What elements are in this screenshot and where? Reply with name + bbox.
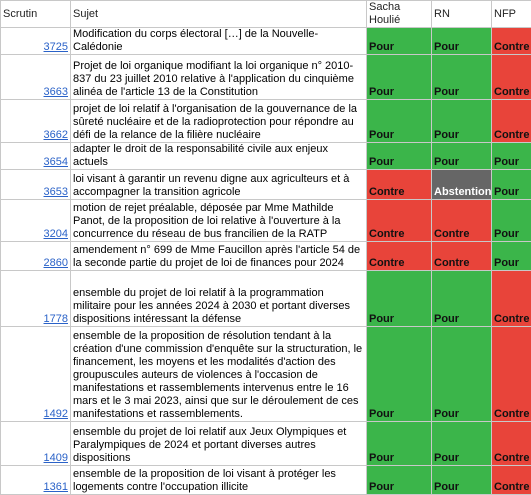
- vote-cell: Pour: [367, 271, 432, 327]
- vote-cell: Pour: [367, 143, 432, 170]
- scrutin-link[interactable]: 3663: [44, 86, 68, 98]
- vote-cell: Pour: [432, 422, 492, 466]
- scrutin-link[interactable]: 1361: [44, 481, 68, 493]
- vote-cell: Pour: [367, 422, 432, 466]
- column-header: Sujet: [71, 1, 367, 28]
- scrutin-cell: 1492: [1, 327, 71, 422]
- vote-cell: Contre: [367, 242, 432, 271]
- vote-cell: Contre: [492, 271, 531, 327]
- subject-cell: ensemble de la proposition de résolution…: [71, 327, 367, 422]
- subject-cell: Projet de loi organique modifiant la loi…: [71, 55, 367, 100]
- scrutin-link[interactable]: 1778: [44, 313, 68, 325]
- scrutin-cell: 1778: [1, 271, 71, 327]
- vote-cell: Contre: [492, 466, 531, 495]
- vote-cell: Abstention: [432, 170, 492, 200]
- column-header: Scrutin: [1, 1, 71, 28]
- vote-cell: Pour: [492, 242, 531, 271]
- subject-cell: motion de rejet préalable, déposée par M…: [71, 200, 367, 242]
- vote-cell: Contre: [492, 422, 531, 466]
- scrutin-link[interactable]: 2860: [44, 257, 68, 269]
- scrutin-link[interactable]: 1492: [44, 408, 68, 420]
- column-header: RN: [432, 1, 492, 28]
- vote-cell: Pour: [432, 100, 492, 143]
- vote-cell: Contre: [432, 200, 492, 242]
- subject-cell: projet de loi relatif à l'organisation d…: [71, 100, 367, 143]
- subject-cell: ensemble du projet de loi relatif aux Je…: [71, 422, 367, 466]
- scrutin-link[interactable]: 1409: [44, 452, 68, 464]
- scrutin-cell: 1409: [1, 422, 71, 466]
- scrutin-cell: 3725: [1, 28, 71, 55]
- vote-cell: Pour: [367, 28, 432, 55]
- subject-cell: Modification du corps électoral […] de l…: [71, 28, 367, 55]
- vote-cell: Pour: [432, 271, 492, 327]
- scrutin-cell: 3663: [1, 55, 71, 100]
- column-header: NFP: [492, 1, 531, 28]
- vote-cell: Pour: [367, 327, 432, 422]
- vote-cell: Pour: [432, 466, 492, 495]
- subject-cell: ensemble du projet de loi relatif à la p…: [71, 271, 367, 327]
- scrutin-cell: 1361: [1, 466, 71, 495]
- vote-cell: Contre: [492, 327, 531, 422]
- vote-cell: Pour: [492, 143, 531, 170]
- vote-cell: Pour: [492, 200, 531, 242]
- scrutin-cell: 3653: [1, 170, 71, 200]
- scrutin-cell: 3662: [1, 100, 71, 143]
- scrutin-cell: 2860: [1, 242, 71, 271]
- vote-cell: Contre: [492, 55, 531, 100]
- column-header: Sacha Houlié: [367, 1, 432, 28]
- scrutin-cell: 3204: [1, 200, 71, 242]
- scrutin-link[interactable]: 3654: [44, 156, 68, 168]
- subject-cell: loi visant à garantir un revenu digne au…: [71, 170, 367, 200]
- subject-cell: adapter le droit de la responsabilité ci…: [71, 143, 367, 170]
- vote-cell: Pour: [367, 100, 432, 143]
- vote-cell: Pour: [492, 170, 531, 200]
- vote-cell: Contre: [432, 242, 492, 271]
- vote-cell: Pour: [367, 55, 432, 100]
- vote-cell: Pour: [432, 143, 492, 170]
- scrutin-link[interactable]: 3204: [44, 228, 68, 240]
- scrutin-link[interactable]: 3725: [44, 41, 68, 53]
- scrutin-link[interactable]: 3662: [44, 129, 68, 141]
- subject-cell: amendement n° 699 de Mme Faucillon après…: [71, 242, 367, 271]
- vote-cell: Pour: [367, 466, 432, 495]
- scrutin-cell: 3654: [1, 143, 71, 170]
- vote-cell: Contre: [367, 170, 432, 200]
- scrutin-link[interactable]: 3653: [44, 186, 68, 198]
- vote-cell: Contre: [492, 100, 531, 143]
- vote-cell: Pour: [432, 28, 492, 55]
- vote-cell: Pour: [432, 55, 492, 100]
- vote-cell: Pour: [432, 327, 492, 422]
- subject-cell: ensemble de la proposition de loi visant…: [71, 466, 367, 495]
- vote-cell: Contre: [367, 200, 432, 242]
- vote-cell: Contre: [492, 28, 531, 55]
